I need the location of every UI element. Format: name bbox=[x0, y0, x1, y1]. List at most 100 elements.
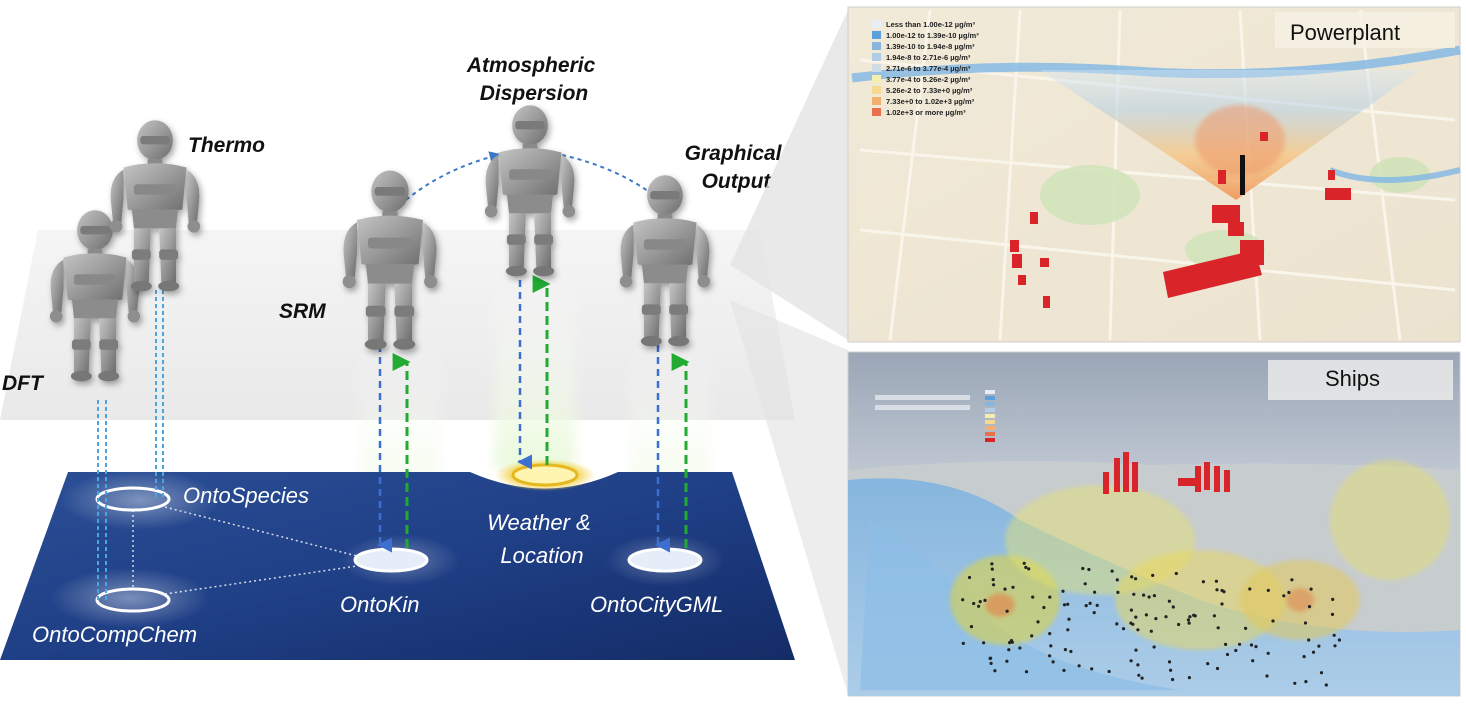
ship-marker bbox=[1116, 590, 1120, 595]
ship-marker bbox=[1303, 621, 1308, 625]
ship-marker bbox=[1307, 605, 1312, 609]
ship-marker bbox=[1049, 644, 1053, 648]
ship-marker bbox=[1134, 577, 1138, 581]
label-graphical: Graphical Output bbox=[685, 142, 788, 193]
ship-marker bbox=[1187, 621, 1191, 625]
legend-swatch bbox=[872, 64, 881, 72]
ship-marker bbox=[1331, 597, 1335, 602]
ship-marker bbox=[1234, 648, 1238, 653]
ship-marker bbox=[977, 604, 981, 608]
ship-marker bbox=[1090, 667, 1094, 671]
powerplant-stack bbox=[1240, 155, 1245, 195]
ship-marker bbox=[1066, 602, 1070, 606]
ship-marker bbox=[978, 600, 982, 604]
ship-marker bbox=[1083, 582, 1087, 586]
legend-label: 1.94e-8 to 2.71e-6 µg/m³ bbox=[886, 53, 971, 62]
ship-marker bbox=[1048, 654, 1052, 658]
ship-marker bbox=[1206, 662, 1210, 666]
ship-marker bbox=[1149, 629, 1153, 633]
ship-marker bbox=[1171, 605, 1175, 609]
legend-swatch bbox=[872, 86, 881, 94]
ship-marker bbox=[1129, 608, 1133, 612]
ship-marker bbox=[1067, 617, 1071, 621]
ring-onto-citygml bbox=[627, 547, 703, 573]
ship-marker bbox=[1282, 594, 1286, 598]
ship-marker bbox=[1129, 659, 1133, 663]
ship-marker bbox=[1324, 683, 1328, 687]
ship-marker bbox=[1009, 639, 1014, 643]
ship-marker bbox=[1136, 663, 1140, 667]
ship-marker bbox=[1177, 622, 1181, 627]
ship-marker bbox=[1201, 580, 1205, 584]
ship-marker bbox=[1265, 674, 1269, 678]
ship-marker bbox=[1066, 628, 1070, 632]
ship-marker bbox=[1062, 668, 1066, 673]
ship-marker bbox=[1311, 650, 1316, 654]
ship-marker bbox=[1088, 601, 1092, 606]
ship-marker bbox=[988, 656, 992, 661]
ship-marker bbox=[982, 641, 986, 645]
ship-marker bbox=[1092, 611, 1096, 615]
ship-marker bbox=[969, 625, 974, 629]
ship-marker bbox=[1174, 571, 1178, 576]
ship-marker bbox=[1309, 587, 1313, 591]
label-graphical-line1: Graphical bbox=[685, 142, 783, 165]
dft-thermo-links bbox=[97, 290, 164, 600]
ship-marker bbox=[1051, 660, 1055, 664]
ship-marker bbox=[1222, 590, 1226, 594]
ring-weather-location bbox=[495, 459, 595, 491]
arrows-graphical bbox=[655, 345, 690, 553]
ship-marker bbox=[1130, 575, 1134, 579]
ship-marker bbox=[1171, 677, 1175, 682]
ship-marker bbox=[1005, 609, 1009, 613]
ship-marker bbox=[1115, 578, 1119, 582]
ship-marker bbox=[1030, 634, 1034, 638]
legend-label: 1.39e-10 to 1.94e-8 µg/m³ bbox=[886, 42, 975, 51]
ship-marker bbox=[1188, 615, 1192, 619]
ship-marker bbox=[1167, 599, 1171, 603]
ship-marker bbox=[1293, 681, 1297, 685]
arrows-atmospheric bbox=[517, 275, 551, 470]
legend-label: 2.71e-6 to 3.77e-4 µg/m³ bbox=[886, 64, 971, 73]
ship-marker bbox=[1152, 645, 1156, 649]
ship-marker bbox=[1216, 626, 1220, 630]
label-weather-line2: Location bbox=[500, 543, 583, 568]
ship-marker bbox=[1042, 605, 1046, 610]
ship-marker bbox=[1022, 561, 1026, 565]
ship-marker bbox=[1007, 648, 1011, 652]
ship-marker bbox=[1061, 589, 1065, 593]
arrows-srm bbox=[377, 345, 411, 553]
legend-label: 1.02e+3 or more µg/m³ bbox=[886, 108, 966, 117]
ship-marker bbox=[1333, 644, 1337, 648]
ring-onto-kin bbox=[353, 547, 429, 573]
ship-marker bbox=[1248, 587, 1252, 591]
ship-marker bbox=[1214, 579, 1218, 583]
ship-marker bbox=[1244, 626, 1248, 631]
ship-marker bbox=[983, 598, 987, 603]
ship-marker bbox=[1266, 651, 1270, 655]
powerplant-panel: Less than 1.00e-12 µg/m³ 1.00e-12 to 1.39… bbox=[847, 6, 1461, 343]
ship-marker bbox=[1093, 590, 1097, 594]
legend-label: 5.26e-2 to 7.33e+0 µg/m³ bbox=[886, 86, 973, 95]
ship-marker bbox=[1024, 670, 1029, 674]
ship-marker bbox=[1319, 671, 1324, 675]
ship-marker bbox=[1266, 588, 1270, 593]
ship-marker bbox=[1151, 573, 1155, 578]
ship-marker bbox=[1136, 628, 1140, 632]
label-graphical-line2: Output bbox=[702, 170, 772, 193]
ship-marker bbox=[972, 601, 976, 606]
legend-swatch bbox=[872, 20, 881, 28]
ship-marker bbox=[1018, 646, 1022, 650]
ship-marker bbox=[1304, 680, 1308, 684]
ship-marker bbox=[1121, 627, 1126, 631]
ship-marker bbox=[1107, 669, 1111, 674]
ship-marker bbox=[1137, 673, 1141, 677]
label-srm: SRM bbox=[279, 300, 326, 323]
powerplant-buildings bbox=[1010, 132, 1351, 308]
label-thermo: Thermo bbox=[188, 134, 265, 157]
ship-marker bbox=[992, 583, 996, 587]
ship-marker bbox=[1186, 618, 1190, 622]
ship-marker bbox=[1140, 676, 1144, 680]
label-weather-line1: Weather & bbox=[487, 510, 591, 535]
ship-marker bbox=[961, 598, 965, 602]
